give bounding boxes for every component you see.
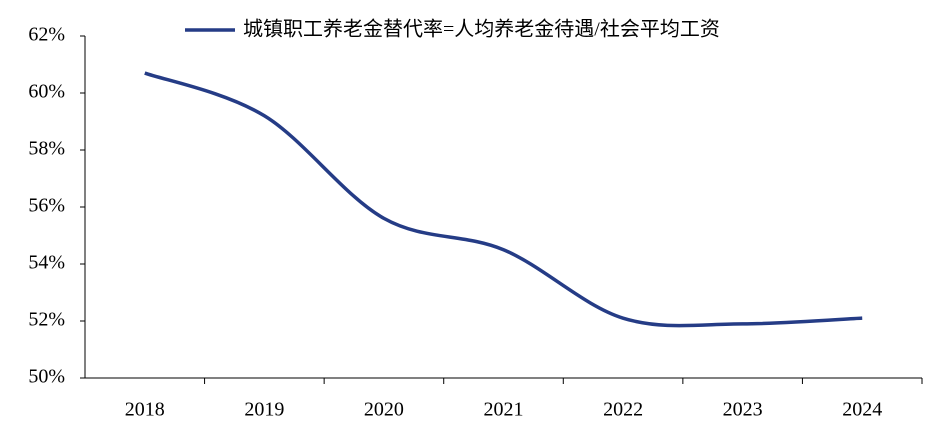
x-tick-label: 2018	[125, 399, 165, 421]
y-tick-label: 62%	[28, 24, 65, 46]
x-tick-label: 2022	[603, 399, 643, 421]
y-tick-label: 56%	[28, 195, 65, 217]
x-tick-label: 2024	[842, 399, 882, 421]
y-tick-label: 50%	[28, 366, 65, 388]
x-tick-label: 2019	[244, 399, 284, 421]
y-tick-label: 58%	[28, 138, 65, 160]
x-tick-label: 2023	[723, 399, 763, 421]
x-tick-label: 2021	[484, 399, 524, 421]
legend-label: 城镇职工养老金替代率=人均养老金待遇/社会平均工资	[243, 18, 720, 41]
y-tick-label: 54%	[28, 252, 65, 274]
x-tick-label: 2020	[364, 399, 404, 421]
y-tick-label: 52%	[28, 309, 65, 331]
y-tick-label: 60%	[28, 81, 65, 103]
series-line	[144, 71, 863, 328]
